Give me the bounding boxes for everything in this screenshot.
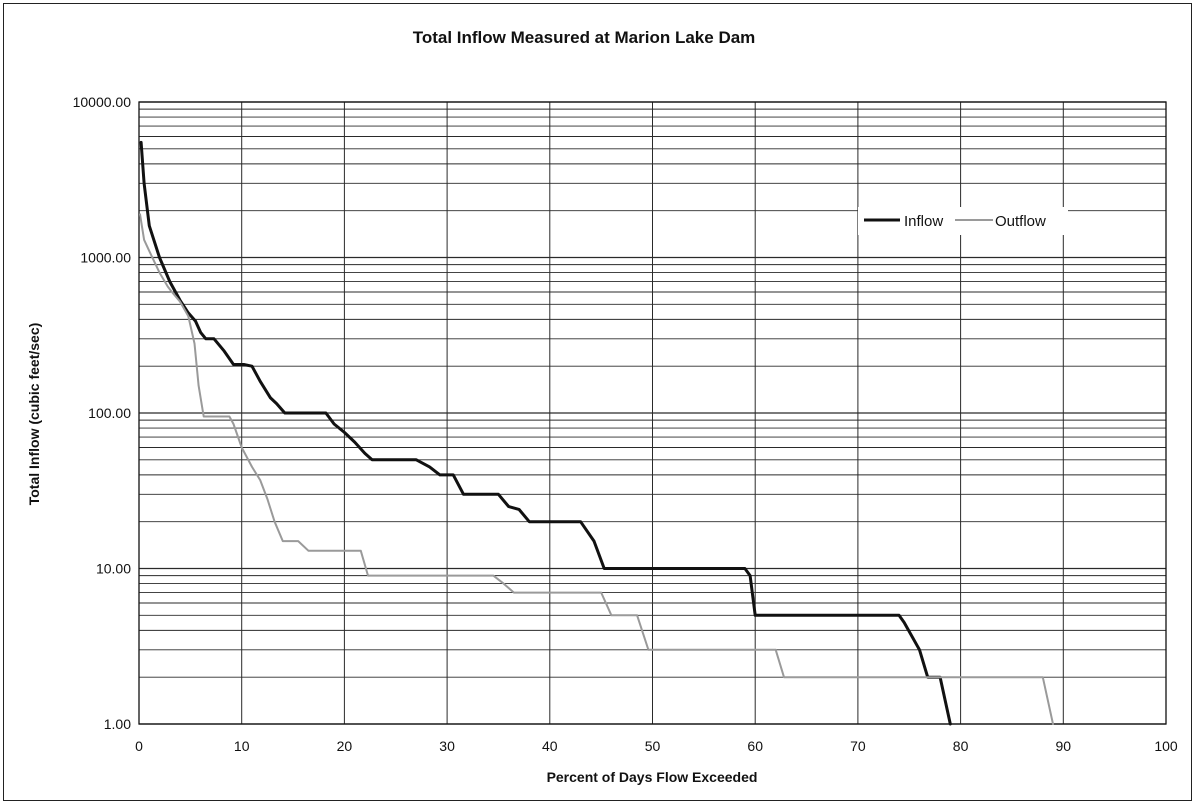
- x-tick-label: 50: [645, 738, 661, 754]
- series-line-outflow: [139, 213, 1054, 725]
- x-tick-label: 0: [135, 738, 143, 754]
- x-tick-label: 100: [1154, 738, 1178, 754]
- x-tick-label: 90: [1056, 738, 1072, 754]
- x-tick-label: 20: [337, 738, 353, 754]
- y-tick-label: 1000.00: [80, 250, 131, 266]
- y-tick-label: 10000.00: [73, 94, 132, 110]
- series-layer: [139, 140, 1054, 726]
- chart-title: Total Inflow Measured at Marion Lake Dam: [413, 28, 756, 47]
- x-axis-label: Percent of Days Flow Exceeded: [547, 769, 758, 785]
- x-tick-label: 30: [439, 738, 455, 754]
- y-tick-label: 1.00: [104, 716, 131, 732]
- tick-labels: 0 10 20 30 40 50 60 70 80 90 100 1.00 10.00 100.00 100…: [73, 94, 1178, 754]
- x-tick-label: 70: [850, 738, 866, 754]
- legend-label-inflow: Inflow: [904, 213, 943, 230]
- y-tick-label: 10.00: [96, 561, 131, 577]
- x-tick-label: 80: [953, 738, 969, 754]
- x-tick-label: 10: [234, 738, 250, 754]
- legend: Inflow Outflow: [858, 207, 1068, 235]
- x-tick-label: 60: [747, 738, 763, 754]
- y-tick-label: 100.00: [88, 405, 131, 421]
- x-tick-label: 40: [542, 738, 558, 754]
- series-line-inflow: [139, 140, 952, 726]
- plot-area-border: [138, 101, 1167, 725]
- legend-label-outflow: Outflow: [995, 213, 1046, 230]
- y-axis-label: Total Inflow (cubic feet/sec): [26, 323, 42, 506]
